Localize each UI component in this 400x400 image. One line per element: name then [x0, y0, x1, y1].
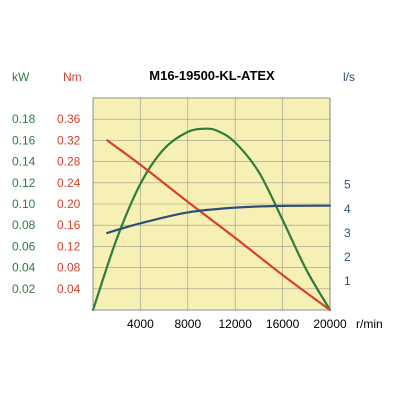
kw-tick-label: 0.02 — [12, 282, 36, 296]
kw-tick-label: 0.08 — [12, 218, 36, 232]
kw-tick-label: 0.12 — [12, 176, 36, 190]
nm-tick-label: 0.04 — [57, 282, 81, 296]
plot-frame — [92, 97, 331, 311]
kw-tick-label: 0.18 — [12, 112, 36, 126]
nm-tick-label: 0.24 — [57, 176, 81, 190]
x-tick-label: 16000 — [266, 317, 300, 331]
nm-tick-label: 0.32 — [57, 133, 81, 147]
chart-title: M16-19500-KL-ATEX — [149, 68, 275, 83]
kw-tick-label: 0.16 — [12, 133, 36, 147]
kw-tick-label: 0.06 — [12, 239, 36, 253]
kw-tick-label: 0.14 — [12, 155, 36, 169]
ls-axis-title: l/s — [343, 70, 355, 84]
x-tick-label: 12000 — [219, 317, 253, 331]
series-layer — [91, 127, 332, 312]
x-tick-label: 8000 — [174, 317, 201, 331]
kw-tick-label: 0.10 — [12, 197, 36, 211]
x-unit-label: r/min — [356, 317, 383, 331]
nm-tick-label: 0.16 — [57, 218, 81, 232]
nm-tick-label: 0.28 — [57, 155, 81, 169]
series-line-torque — [106, 139, 332, 312]
x-tick-label: 4000 — [127, 317, 154, 331]
nm-tick-label: 0.08 — [57, 261, 81, 275]
ls-tick-label: 2 — [344, 250, 351, 264]
nm-tick-label: 0.20 — [57, 197, 81, 211]
ls-tick-label: 3 — [344, 226, 351, 240]
axis-labels: 4000 8000 12000 16000 20000 r/min 0.02 0.04 0.06… — [12, 70, 383, 331]
nm-tick-label: 0.36 — [57, 112, 81, 126]
nm-tick-label: 0.12 — [57, 239, 81, 253]
ls-tick-label: 4 — [344, 202, 351, 216]
series-line-power — [91, 127, 332, 312]
ls-tick-label: 5 — [344, 178, 351, 192]
kw-tick-label: 0.04 — [12, 261, 36, 275]
x-tick-label: 20000 — [313, 317, 347, 331]
series-line-flow — [106, 204, 332, 234]
kw-axis-title: kW — [12, 70, 30, 84]
nm-axis-title: Nm — [63, 70, 82, 84]
ls-tick-label: 1 — [344, 274, 351, 288]
